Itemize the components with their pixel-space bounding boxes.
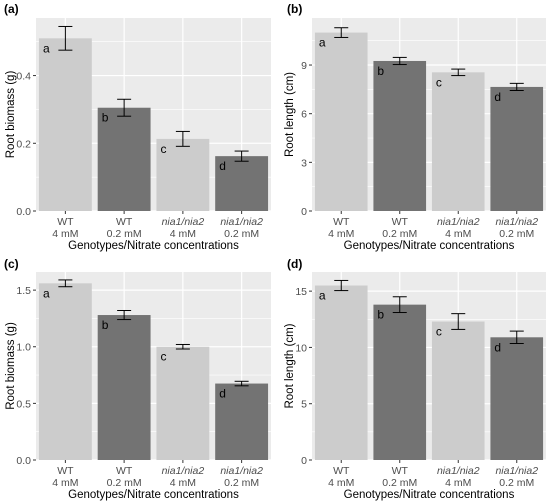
x-tick-label-genotype: nia1/nia2 bbox=[162, 216, 205, 228]
significance-letter: d bbox=[494, 90, 501, 104]
bar bbox=[314, 32, 368, 212]
x-tick-label-genotype: WT bbox=[333, 465, 350, 477]
x-axis-title: Genotypes/Nitrate concentrations bbox=[344, 489, 515, 501]
x-tick-label-nitrate: 4 mM bbox=[328, 228, 354, 240]
x-tick-label-nitrate: 4 mM bbox=[328, 477, 354, 489]
x-tick-label-genotype: WT bbox=[333, 216, 350, 228]
x-tick-label-genotype: nia1/nia2 bbox=[162, 465, 205, 477]
x-tick-label-nitrate: 0.2 mM bbox=[224, 477, 259, 489]
x-tick-label-genotype: WT bbox=[392, 216, 409, 228]
x-tick-label-nitrate: 4 mM bbox=[445, 477, 471, 489]
significance-letter: c bbox=[160, 142, 166, 156]
significance-letter: d bbox=[219, 159, 226, 173]
significance-letter: b bbox=[102, 318, 109, 332]
x-tick-label-nitrate: 0.2 mM bbox=[382, 477, 417, 489]
significance-letter: c bbox=[160, 350, 166, 364]
bar bbox=[38, 283, 92, 460]
y-tick-label: 0 bbox=[301, 206, 307, 218]
panel-label: (d) bbox=[287, 257, 302, 271]
x-tick-label-genotype: WT bbox=[116, 216, 133, 228]
x-tick-label-genotype: nia1/nia2 bbox=[495, 216, 538, 228]
y-axis-title: Root length (cm) bbox=[284, 72, 296, 157]
bar bbox=[490, 86, 544, 211]
y-tick-label: 0 bbox=[301, 455, 307, 467]
y-tick-label: 15 bbox=[295, 286, 307, 298]
bar bbox=[215, 383, 269, 460]
x-axis-title: Genotypes/Nitrate concentrations bbox=[344, 240, 515, 252]
x-tick-label-nitrate: 4 mM bbox=[170, 228, 196, 240]
bar bbox=[373, 304, 427, 460]
significance-letter: b bbox=[102, 111, 109, 125]
bar bbox=[215, 156, 269, 211]
x-axis-title: Genotypes/Nitrate concentrations bbox=[68, 240, 239, 252]
x-tick-label-nitrate: 0.2 mM bbox=[224, 228, 259, 240]
bar bbox=[97, 107, 151, 211]
y-tick-label: 5 bbox=[301, 399, 307, 411]
bar bbox=[373, 60, 427, 212]
x-tick-label-nitrate: 4 mM bbox=[52, 228, 78, 240]
bar bbox=[38, 38, 92, 211]
bar bbox=[314, 285, 368, 460]
panel-label: (b) bbox=[287, 2, 302, 16]
significance-letter: a bbox=[43, 41, 50, 55]
y-tick-label: 1.5 bbox=[16, 285, 31, 297]
x-tick-label-nitrate: 4 mM bbox=[170, 477, 196, 489]
x-tick-label-genotype: nia1/nia2 bbox=[220, 465, 263, 477]
y-axis-title: Root length (cm) bbox=[284, 323, 296, 408]
y-tick-label: 0.4 bbox=[16, 71, 31, 83]
bar bbox=[156, 138, 210, 211]
x-axis-title: Genotypes/Nitrate concentrations bbox=[68, 489, 239, 501]
y-tick-label: 10 bbox=[295, 342, 307, 354]
x-tick-label-nitrate: 0.2 mM bbox=[499, 477, 534, 489]
y-tick-label: 0.2 bbox=[16, 138, 31, 150]
y-tick-label: 1.0 bbox=[16, 342, 31, 354]
y-tick-label: 9 bbox=[301, 60, 307, 72]
bar bbox=[97, 315, 151, 460]
y-axis-title: Root biomass (g) bbox=[5, 71, 17, 159]
x-tick-label-genotype: nia1/nia2 bbox=[437, 465, 480, 477]
x-tick-label-genotype: nia1/nia2 bbox=[220, 216, 263, 228]
y-tick-label: 0.5 bbox=[16, 398, 31, 410]
x-tick-label-genotype: WT bbox=[57, 216, 74, 228]
panel-label: (c) bbox=[4, 257, 19, 271]
significance-letter: a bbox=[319, 36, 326, 50]
x-tick-label-nitrate: 0.2 mM bbox=[499, 228, 534, 240]
significance-letter: b bbox=[377, 64, 384, 78]
y-tick-label: 6 bbox=[301, 109, 307, 121]
bar bbox=[490, 337, 544, 460]
x-tick-label-nitrate: 4 mM bbox=[445, 228, 471, 240]
significance-letter: c bbox=[436, 325, 442, 339]
y-axis-title: Root biomass (g) bbox=[5, 322, 17, 410]
panel-label: (a) bbox=[4, 2, 19, 16]
significance-letter: d bbox=[219, 387, 226, 401]
x-tick-label-nitrate: 0.2 mM bbox=[107, 477, 142, 489]
significance-letter: b bbox=[377, 308, 384, 322]
x-tick-label-nitrate: 0.2 mM bbox=[107, 228, 142, 240]
x-tick-label-genotype: nia1/nia2 bbox=[437, 216, 480, 228]
significance-letter: d bbox=[494, 340, 501, 354]
y-tick-label: 0.0 bbox=[16, 206, 31, 218]
x-tick-label-genotype: WT bbox=[392, 465, 409, 477]
y-tick-label: 3 bbox=[301, 157, 307, 169]
y-tick-label: 0.0 bbox=[16, 455, 31, 467]
bar bbox=[431, 321, 485, 460]
significance-letter: c bbox=[436, 75, 442, 89]
x-tick-label-genotype: WT bbox=[57, 465, 74, 477]
bar bbox=[156, 346, 210, 460]
x-tick-label-nitrate: 4 mM bbox=[52, 477, 78, 489]
bar bbox=[431, 72, 485, 211]
x-tick-label-genotype: WT bbox=[116, 465, 133, 477]
significance-letter: a bbox=[319, 289, 326, 303]
x-tick-label-nitrate: 0.2 mM bbox=[382, 228, 417, 240]
significance-letter: a bbox=[43, 286, 50, 300]
x-tick-label-genotype: nia1/nia2 bbox=[495, 465, 538, 477]
